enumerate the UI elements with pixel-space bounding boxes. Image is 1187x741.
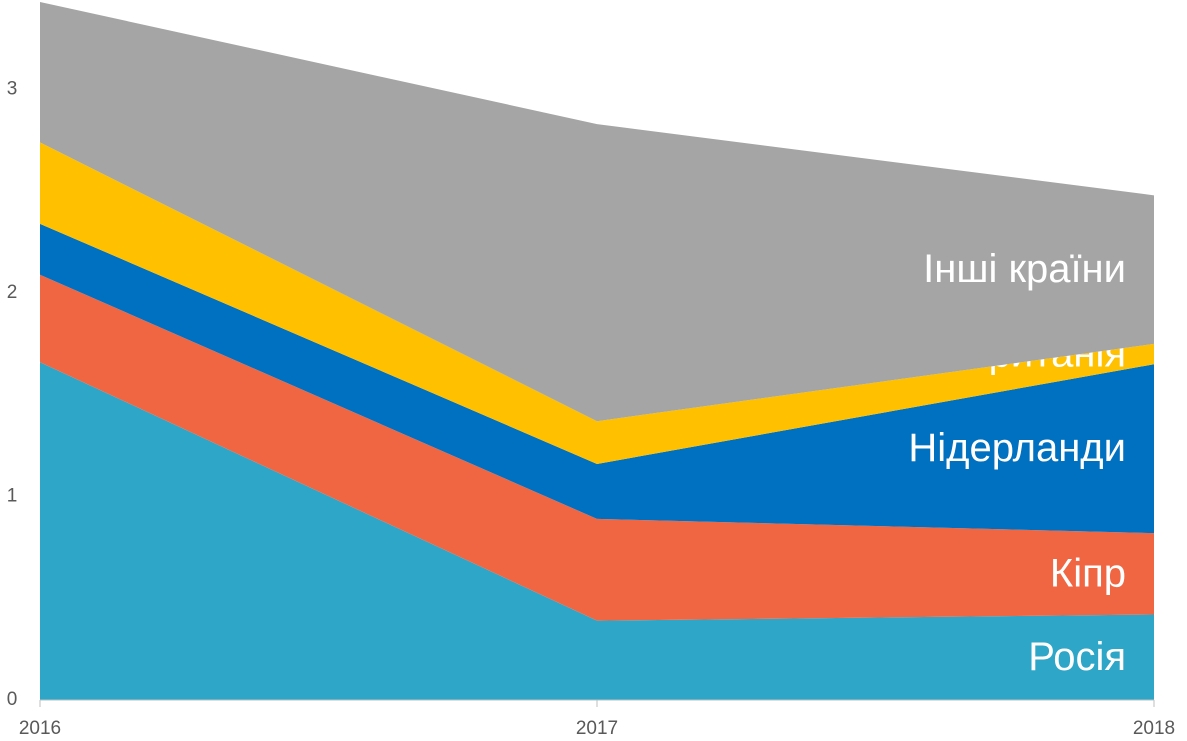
area — [40, 223, 1154, 534]
series-label: Нідерланди — [908, 426, 1126, 470]
x-tick-label: 2017 — [576, 718, 618, 739]
y-tick-label: 3 — [7, 79, 18, 100]
area — [40, 142, 1154, 464]
area — [40, 362, 1154, 700]
x-tick-label: 2018 — [1133, 718, 1175, 739]
series-label: Росія — [1028, 635, 1126, 679]
area — [40, 274, 1154, 621]
series-label: Інші країни — [923, 247, 1126, 291]
series-label: Кіпр — [1050, 551, 1126, 595]
y-tick-label: 1 — [7, 486, 18, 507]
x-tick-label: 2016 — [19, 718, 61, 739]
y-tick-label: 0 — [7, 689, 18, 710]
area — [40, 2, 1154, 422]
y-tick-label: 2 — [7, 282, 18, 303]
